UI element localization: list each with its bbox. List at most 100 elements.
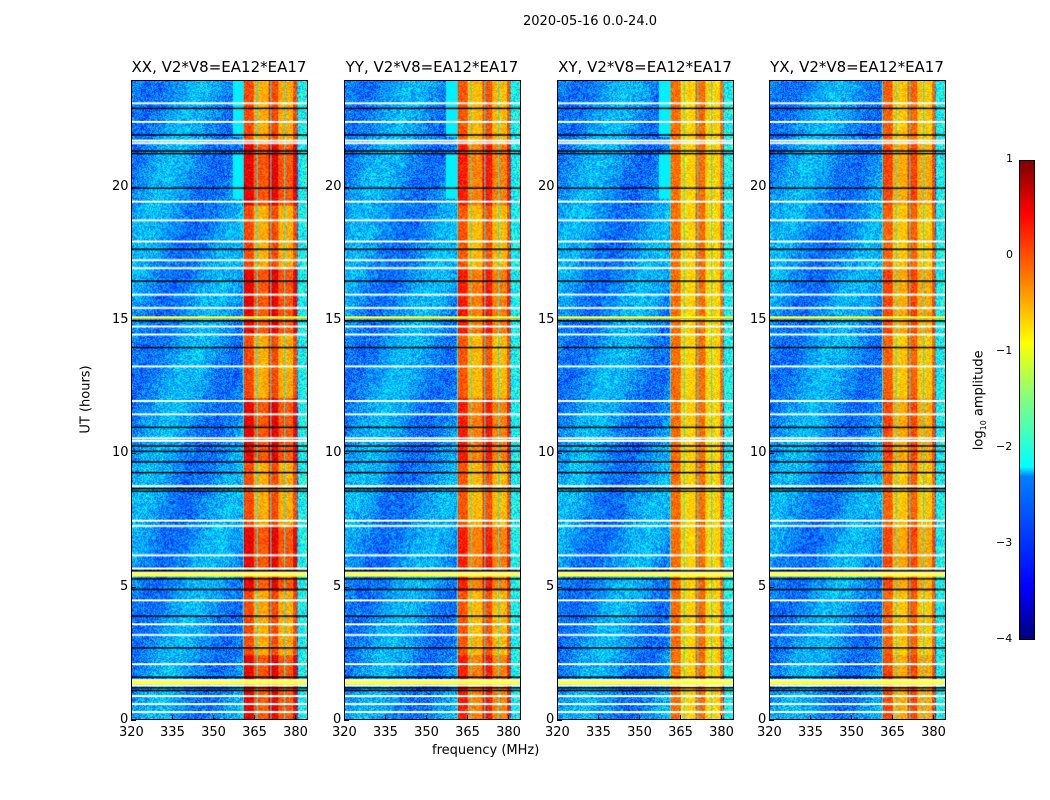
x-tick-label: 380 [283, 725, 308, 740]
y-tick-label: 20 [750, 178, 767, 194]
y-tick-mark [557, 720, 562, 721]
y-tick-mark [769, 586, 774, 588]
panel-title: XX, V2*V8=EA12*EA17 [131, 58, 307, 76]
colorbar-tick-label: 1 [1006, 152, 1013, 165]
x-tick-label: 335 [160, 725, 185, 740]
y-tick-mark [131, 453, 136, 455]
x-tick-label: 365 [242, 725, 267, 740]
y-tick-mark [131, 586, 136, 588]
y-tick-label: 15 [112, 312, 129, 327]
x-tick-label: 380 [921, 725, 946, 740]
y-tick-mark [769, 320, 774, 321]
x-tick-label: 320 [757, 725, 782, 740]
x-tick-label: 380 [709, 725, 734, 740]
y-tick-mark [769, 720, 774, 721]
x-tick-label: 380 [496, 725, 521, 740]
colorbar-tick-label: −2 [996, 440, 1013, 453]
y-tick-label: 10 [538, 445, 555, 461]
y-tick-mark [557, 320, 562, 321]
x-tick-mark [680, 715, 682, 720]
x-axis-label: frequency (MHz) [432, 743, 540, 758]
x-tick-mark [426, 715, 428, 720]
x-tick-mark [810, 715, 812, 720]
y-tick-label: 5 [333, 578, 342, 594]
y-tick-mark [131, 720, 136, 721]
x-tick-mark [295, 715, 297, 720]
y-tick-label: 20 [538, 178, 555, 194]
spectrogram-panel [131, 80, 308, 720]
x-tick-label: 365 [668, 725, 693, 740]
spectrogram-panel [344, 80, 521, 720]
spectrogram-panel [769, 80, 946, 720]
x-tick-mark [467, 715, 469, 720]
colorbar-tick-label: −4 [996, 632, 1013, 645]
colorbar-tick-label: −3 [996, 536, 1013, 549]
y-tick-label: 20 [325, 178, 342, 194]
y-tick-mark [769, 453, 774, 455]
x-tick-label: 350 [627, 725, 652, 740]
y-tick-label: 0 [120, 712, 129, 727]
y-tick-mark [131, 186, 136, 188]
colorbar [1019, 160, 1035, 640]
x-tick-label: 335 [373, 725, 398, 740]
x-tick-mark [557, 715, 558, 720]
y-tick-label: 0 [758, 712, 767, 727]
y-tick-label: 20 [112, 178, 129, 194]
colorbar-label: log10 amplitude [971, 350, 989, 451]
x-tick-mark [769, 715, 770, 720]
spectrogram-panel [557, 80, 734, 720]
y-tick-mark [344, 186, 349, 188]
y-tick-mark [769, 186, 774, 188]
figure-title: 2020-05-16 0.0-24.0 [523, 14, 657, 29]
x-tick-label: 320 [119, 725, 144, 740]
x-tick-mark [508, 715, 510, 720]
colorbar-tick-label: −1 [996, 344, 1013, 357]
y-tick-label: 15 [538, 312, 555, 327]
x-tick-label: 335 [798, 725, 823, 740]
y-tick-mark [557, 586, 562, 588]
x-tick-label: 365 [455, 725, 480, 740]
x-tick-label: 335 [586, 725, 611, 740]
x-tick-label: 350 [839, 725, 864, 740]
x-tick-mark [213, 715, 215, 720]
y-tick-mark [344, 720, 349, 721]
y-tick-label: 15 [750, 312, 767, 327]
x-tick-mark [598, 715, 600, 720]
x-tick-mark [851, 715, 853, 720]
y-tick-label: 10 [750, 445, 767, 461]
y-tick-mark [344, 453, 349, 455]
y-tick-label: 5 [546, 578, 555, 594]
y-tick-mark [557, 186, 562, 188]
panel-title: YY, V2*V8=EA12*EA17 [345, 58, 519, 76]
y-tick-label: 10 [325, 445, 342, 461]
x-tick-mark [254, 715, 256, 720]
y-tick-label: 5 [758, 578, 767, 594]
x-tick-label: 320 [545, 725, 570, 740]
x-tick-mark [933, 715, 935, 720]
x-tick-label: 350 [201, 725, 226, 740]
x-tick-mark [892, 715, 894, 720]
y-tick-label: 0 [546, 712, 555, 727]
y-tick-label: 5 [120, 578, 129, 594]
y-axis-label: UT (hours) [78, 365, 94, 434]
panel-title: YX, V2*V8=EA12*EA17 [770, 58, 944, 76]
y-tick-label: 10 [112, 445, 129, 461]
y-tick-label: 15 [325, 312, 342, 327]
panel-title: XY, V2*V8=EA12*EA17 [558, 58, 732, 76]
spectrogram-heatmap [345, 81, 520, 719]
x-tick-mark [344, 715, 345, 720]
colorbar-tick-label: 0 [1006, 248, 1013, 261]
x-tick-mark [131, 715, 132, 720]
y-tick-mark [344, 320, 349, 321]
x-tick-mark [385, 715, 387, 720]
y-tick-label: 0 [333, 712, 342, 727]
x-tick-mark [721, 715, 723, 720]
spectrogram-heatmap [770, 81, 945, 719]
x-tick-mark [639, 715, 641, 720]
spectrogram-heatmap [132, 81, 307, 719]
spectrogram-heatmap [558, 81, 733, 719]
y-tick-mark [344, 586, 349, 588]
x-tick-label: 365 [880, 725, 905, 740]
x-tick-mark [172, 715, 174, 720]
